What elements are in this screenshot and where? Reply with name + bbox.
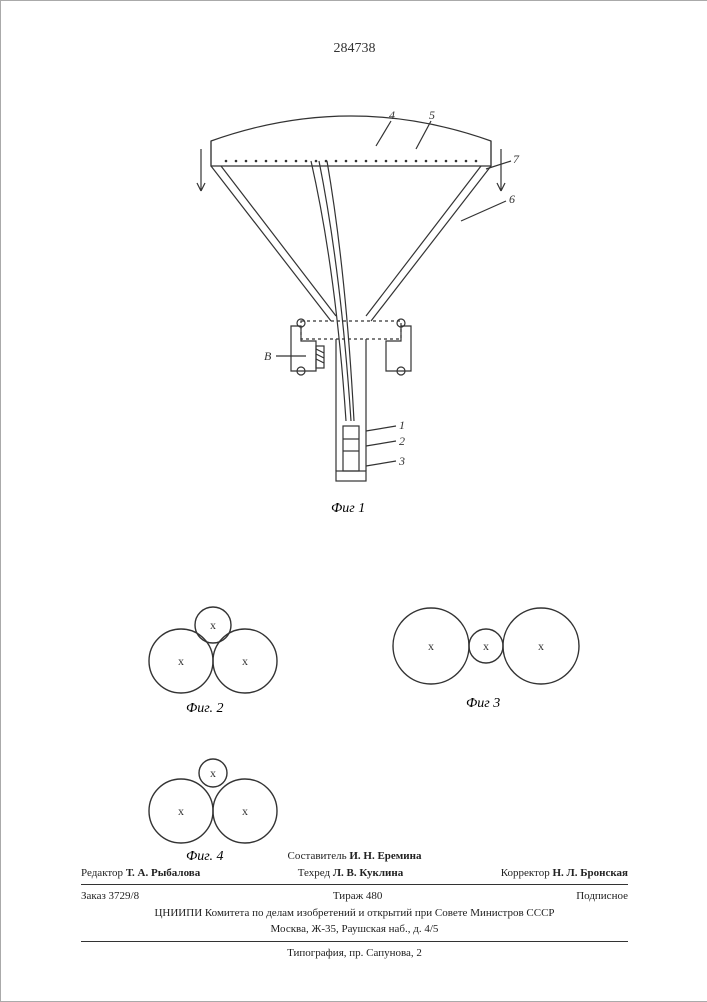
typography-line: Типография, пр. Сапунова, 2 [81,945,628,962]
callout-7: 7 [513,152,520,166]
svg-text:x: x [210,618,216,632]
order-number: Заказ 3729/8 [81,888,139,905]
figure-4: xxx Фиг. 4 [131,741,301,856]
imprint-footer: Составитель И. Н. Еремина Редактор Т. А.… [81,848,628,961]
svg-text:x: x [178,804,184,818]
svg-text:x: x [428,639,434,653]
figure-1: 4 5 7 6 В 1 2 3 Фиг 1 [171,71,531,516]
callout-B: В [264,349,272,363]
org-line-1: ЦНИИПИ Комитета по делам изобретений и о… [81,905,628,922]
fig2-label: Фиг. 2 [186,701,224,717]
callout-6: 6 [509,192,515,206]
callout-2: 2 [399,434,405,448]
callout-5: 5 [429,108,435,122]
corrector-label: Корректор [501,867,550,879]
svg-text:x: x [242,654,248,668]
tirazh: Тираж 480 [333,888,383,905]
org-line-2: Москва, Ж-35, Раушская наб., д. 4/5 [81,921,628,938]
techred-label: Техред [298,867,330,879]
callout-1: 1 [399,418,405,432]
editor-label: Редактор [81,867,123,879]
svg-text:x: x [242,804,248,818]
callout-4: 4 [389,108,395,122]
podpisnoe: Подписное [576,888,628,905]
svg-text:x: x [483,639,489,653]
svg-text:x: x [538,639,544,653]
corrector-name: Н. Л. Бронская [552,867,628,879]
editor-name: Т. А. Рыбалова [126,867,200,879]
page: 284738 [0,0,707,1002]
compiler-name: И. Н. Еремина [349,850,421,862]
svg-text:x: x [178,654,184,668]
techred-name: Л. В. Куклина [333,867,403,879]
compiler-label: Составитель [288,850,347,862]
patent-number: 284738 [1,41,707,57]
svg-text:x: x [210,766,216,780]
fig3-label: Фиг 3 [466,696,500,712]
callout-3: 3 [398,454,405,468]
fig1-label: Фиг 1 [331,501,365,517]
figure-3: xxx Фиг 3 [381,591,591,706]
figure-2: xxx Фиг. 2 [131,591,301,706]
